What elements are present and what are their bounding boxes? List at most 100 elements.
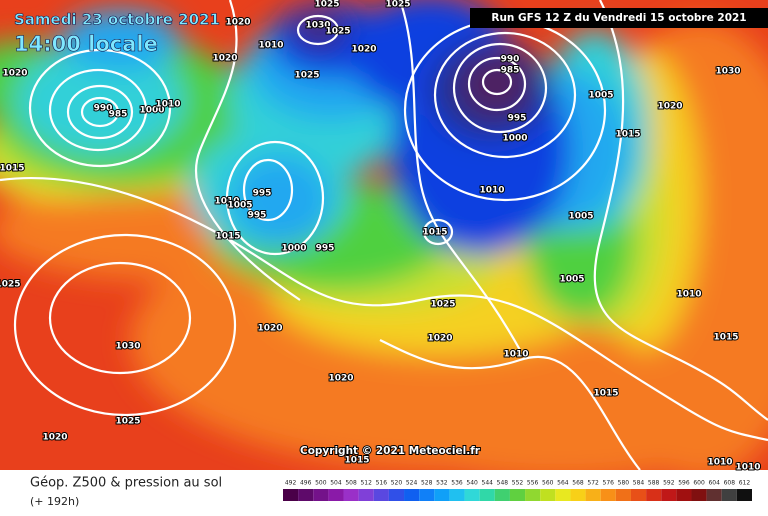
isobar-label: 1000 xyxy=(502,134,527,144)
isobar-label: 985 xyxy=(501,66,520,76)
height-field xyxy=(230,155,330,245)
scale-label: 508 xyxy=(345,480,357,487)
isobar-label: 1015 xyxy=(215,232,240,242)
isobar-label: 1020 xyxy=(42,433,67,443)
isobar-label: 1020 xyxy=(257,324,282,334)
isobar-label: 1005 xyxy=(588,91,613,101)
isobar-label: 1030 xyxy=(305,21,330,31)
isobar-label: 1010 xyxy=(707,458,732,468)
scale-swatch xyxy=(283,489,299,501)
scale-label: 604 xyxy=(708,480,720,487)
height-field xyxy=(60,10,180,70)
isobar-label: 1010 xyxy=(155,100,180,110)
lead-time: (+ 192h) xyxy=(30,495,79,508)
isobar-label: 995 xyxy=(253,189,272,199)
scale-swatch xyxy=(358,489,374,501)
scale-label: 532 xyxy=(436,480,448,487)
isobar-label: 1020 xyxy=(657,102,682,112)
scale-label: 520 xyxy=(391,480,403,487)
copyright: Copyright © 2021 Meteociel.fr xyxy=(300,445,481,457)
isobar-label: 1010 xyxy=(503,350,528,360)
scale-label: 560 xyxy=(542,480,554,487)
date: Samedi 23 octobre 2021 xyxy=(14,11,220,29)
scale-label: 544 xyxy=(482,480,494,487)
scale-swatch xyxy=(404,489,420,501)
scale-label: 504 xyxy=(330,480,342,487)
isobar-label: 1020 xyxy=(2,69,27,79)
isobar-label: 1025 xyxy=(325,27,350,37)
scale-swatch xyxy=(661,489,677,501)
isobar-label: 1015 xyxy=(615,130,640,140)
scale-label: 568 xyxy=(572,480,584,487)
isobar-label: 985 xyxy=(109,110,128,120)
isobar-label: 1020 xyxy=(427,334,452,344)
scale-label: 496 xyxy=(300,480,312,487)
isobar-label: 1010 xyxy=(479,186,504,196)
scale-swatch xyxy=(585,489,601,501)
isobar-label: 1020 xyxy=(328,374,353,384)
scale-label: 600 xyxy=(693,480,705,487)
scale-swatch xyxy=(373,489,389,501)
scale-label: 516 xyxy=(376,480,388,487)
scale-label: 592 xyxy=(663,480,675,487)
isobar-label: 1015 xyxy=(344,456,369,466)
scale-swatch xyxy=(494,489,510,501)
isobar-label: 1025 xyxy=(385,0,410,10)
scale-swatch xyxy=(630,489,647,501)
isobar-label: 995 xyxy=(248,211,267,221)
isobar-label: 1025 xyxy=(0,280,21,290)
isobar-label: 1025 xyxy=(430,300,455,310)
isobar-label: 1030 xyxy=(115,342,140,352)
isobar-label: 1020 xyxy=(225,18,250,28)
isobar-label: 1005 xyxy=(227,201,252,211)
isobar-label: 1015 xyxy=(713,333,738,343)
map-area xyxy=(0,0,768,470)
isobar-label: 995 xyxy=(316,244,335,254)
scale-swatch xyxy=(313,489,329,501)
isobar-label: 1010 xyxy=(676,290,701,300)
scale-label: 572 xyxy=(587,480,599,487)
scale-label: 580 xyxy=(618,480,630,487)
scale-label: 528 xyxy=(421,480,433,487)
scale-label: 612 xyxy=(739,480,751,487)
height-field xyxy=(360,360,760,470)
scale-swatch xyxy=(479,489,495,501)
isobar-lines xyxy=(0,0,768,470)
scale-swatch xyxy=(615,489,631,501)
isobar-label: 1000 xyxy=(281,244,306,254)
scale-swatch xyxy=(721,489,737,501)
scale-swatch xyxy=(388,489,405,501)
scale-swatch xyxy=(736,489,752,501)
time: 14:00 locale xyxy=(14,32,158,56)
isobar-label: 1020 xyxy=(351,45,376,55)
scale-label: 552 xyxy=(512,480,524,487)
scale-label: 536 xyxy=(451,480,463,487)
scale-swatch xyxy=(676,489,692,501)
scale-swatch xyxy=(449,489,465,501)
isobar-label: 1025 xyxy=(314,0,339,10)
scale-swatch xyxy=(646,489,662,501)
run-box xyxy=(470,8,768,28)
isobar-label: 995 xyxy=(508,114,527,124)
scale-label: 524 xyxy=(406,480,418,487)
scale-swatch xyxy=(419,489,435,501)
isobar-label: 1010 xyxy=(214,197,239,207)
scale-label: 584 xyxy=(633,480,645,487)
scale-swatch xyxy=(540,489,556,501)
isobar-label: 1030 xyxy=(715,67,740,77)
scale-swatch xyxy=(464,489,480,501)
scale-swatch xyxy=(706,489,722,501)
scale-label: 596 xyxy=(678,480,690,487)
run-info: Run GFS 12 Z du Vendredi 15 octobre 2021 xyxy=(491,12,746,24)
scale-swatch xyxy=(691,489,707,501)
legend-title: Géop. Z500 & pression au sol xyxy=(30,476,222,491)
isobar-label: 1025 xyxy=(115,417,140,427)
isobar-label: 1020 xyxy=(212,54,237,64)
scale-swatch xyxy=(525,489,541,501)
isobar-label: 1005 xyxy=(568,212,593,222)
isobar-label: 1010 xyxy=(258,41,283,51)
isobar-label: 990 xyxy=(94,104,113,114)
scale-swatch xyxy=(555,489,571,501)
scale-label: 608 xyxy=(724,480,736,487)
